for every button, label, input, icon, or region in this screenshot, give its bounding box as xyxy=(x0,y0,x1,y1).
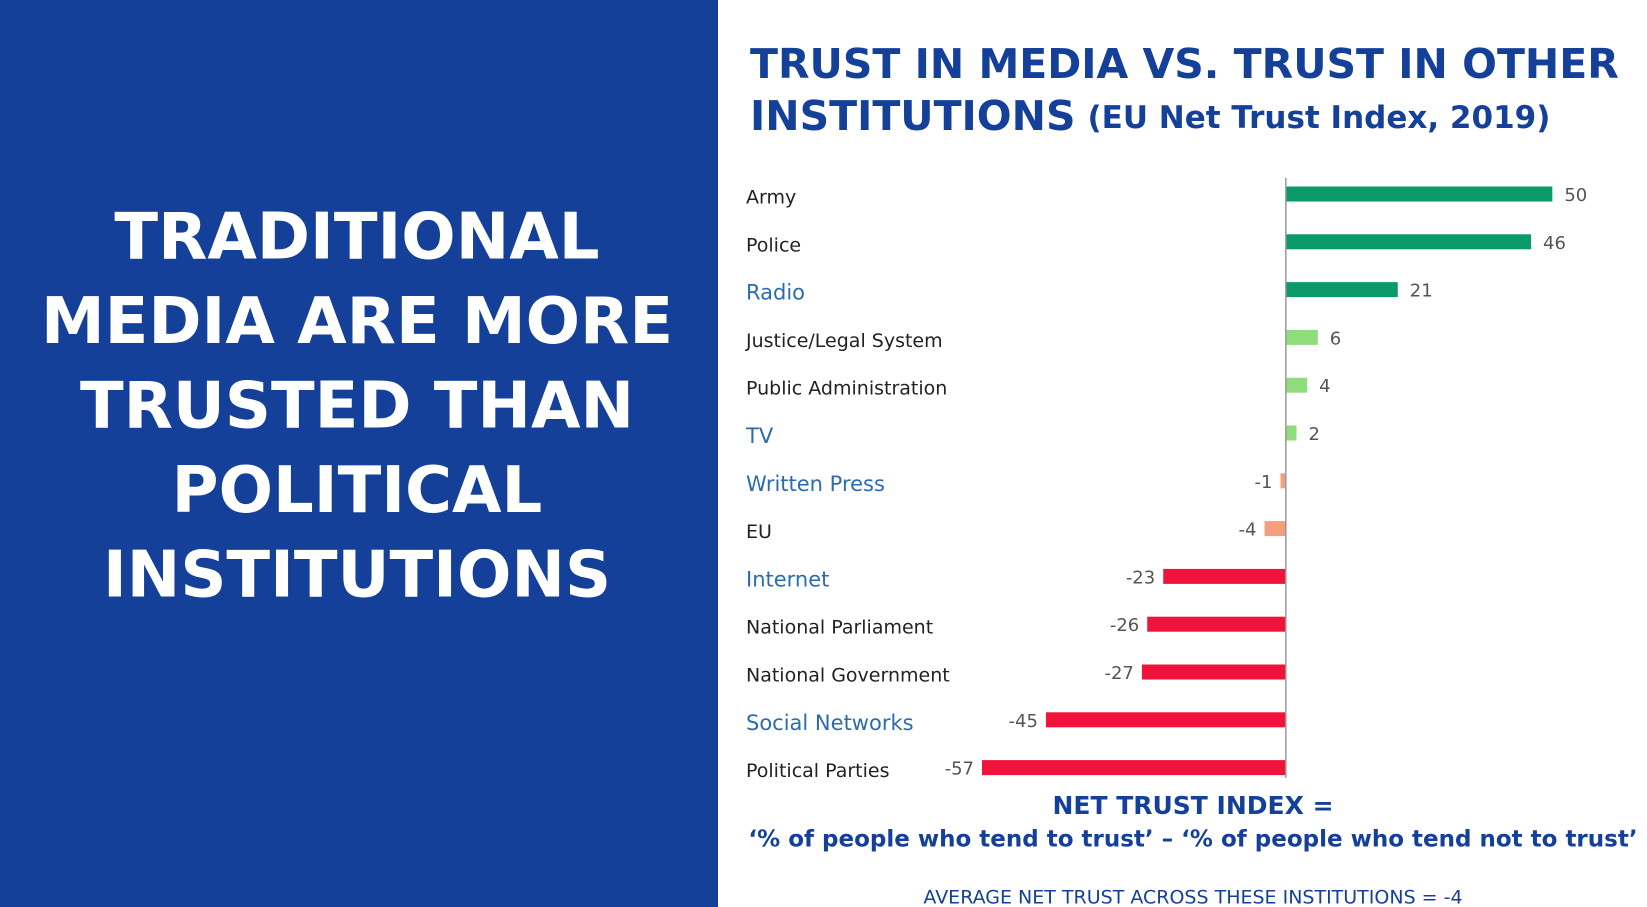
headline-line: TRUSTED THAN xyxy=(80,370,634,444)
category-label: National Government xyxy=(746,665,950,687)
category-label: Social Networks xyxy=(746,711,914,735)
value-label: 21 xyxy=(1410,281,1433,302)
headline-line: INSTITUTIONS xyxy=(103,539,611,613)
value-label: -27 xyxy=(1104,663,1133,684)
subtitle: (EU Net Trust Index, 2019) xyxy=(1088,100,1551,136)
bar xyxy=(1141,664,1286,680)
value-label: -45 xyxy=(1009,711,1038,732)
left-panel xyxy=(0,0,718,907)
category-label: Army xyxy=(746,187,796,209)
value-label: 6 xyxy=(1330,328,1341,349)
value-label: -23 xyxy=(1126,567,1155,588)
bar xyxy=(1285,282,1398,298)
note-title: NET TRUST INDEX = xyxy=(1052,791,1333,820)
bar xyxy=(1285,425,1297,441)
bar xyxy=(1264,521,1286,537)
category-label: National Parliament xyxy=(746,617,933,639)
bar xyxy=(1163,568,1286,584)
bar xyxy=(981,760,1286,776)
value-label: -4 xyxy=(1239,520,1257,541)
category-label: EU xyxy=(746,521,772,543)
value-label: 50 xyxy=(1564,185,1587,206)
value-label: -57 xyxy=(945,759,974,780)
headline-line: MEDIA ARE MORE xyxy=(41,285,673,359)
value-label: 46 xyxy=(1543,233,1566,254)
bar xyxy=(1045,712,1286,728)
headline-line: TRADITIONAL xyxy=(114,201,599,275)
category-label: Political Parties xyxy=(746,760,889,782)
title-line2: INSTITUTIONS xyxy=(750,92,1076,140)
category-label: Justice/Legal System xyxy=(745,330,943,352)
value-label: -26 xyxy=(1110,615,1139,636)
bar xyxy=(1285,329,1318,345)
category-label: Written Press xyxy=(746,472,885,496)
category-label: TV xyxy=(745,424,774,448)
bar xyxy=(1147,616,1286,632)
category-label: Radio xyxy=(746,281,805,305)
average-note: AVERAGE NET TRUST ACROSS THESE INSTITUTI… xyxy=(923,887,1462,907)
headline-line: POLITICAL xyxy=(172,454,543,528)
value-label: 2 xyxy=(1308,424,1319,445)
value-label: -1 xyxy=(1255,472,1273,493)
category-label: Internet xyxy=(746,567,829,591)
category-label: Public Administration xyxy=(746,378,947,400)
bar xyxy=(1280,473,1286,489)
chart-title: TRUST IN MEDIA VS. TRUST IN OTHER xyxy=(750,40,1619,88)
value-label: 4 xyxy=(1319,376,1330,397)
note-formula: ‘% of people who tend to trust’ – ‘% of … xyxy=(748,827,1637,853)
bar xyxy=(1285,234,1532,250)
bar xyxy=(1285,377,1308,393)
category-label: Police xyxy=(746,234,801,256)
bar xyxy=(1285,186,1553,202)
chart-title-line2: INSTITUTIONS (EU Net Trust Index, 2019) xyxy=(750,92,1550,140)
